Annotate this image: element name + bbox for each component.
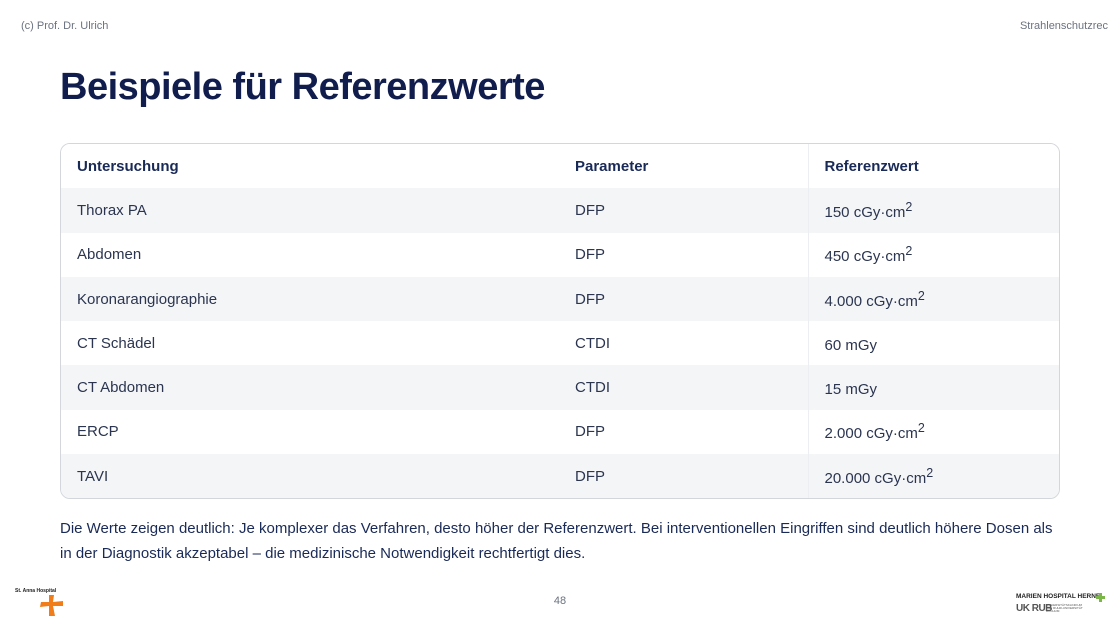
unit-exponent: 2 <box>905 244 913 259</box>
cell-reference: 4.000 cGy·cm2 <box>807 276 1059 322</box>
table-row: Koronarangiographie DFP 4.000 cGy·cm2 <box>61 276 1059 322</box>
table-row: Abdomen DFP 450 cGy·cm2 <box>61 232 1059 277</box>
logo-left-text: St. Anna Hospital <box>15 588 57 594</box>
cell-exam: Thorax PA <box>61 188 559 233</box>
unit-exponent: 2 <box>926 465 934 480</box>
column-header-reference: Referenzwert <box>807 144 1059 189</box>
presenter-credit: (c) Prof. Dr. Ulrich <box>21 20 109 32</box>
cell-parameter: DFP <box>559 232 808 277</box>
reference-value: 150 cGy·cm <box>824 203 906 221</box>
logo-right-title: MARIEN HOSPITAL HERNE <box>1016 593 1101 600</box>
cell-exam: Koronarangiographie <box>61 276 559 322</box>
cell-exam: CT Schädel <box>61 321 559 366</box>
reference-value: 450 cGy·cm <box>824 248 906 266</box>
table-header-row: Untersuchung Parameter Referenzwert <box>61 144 1059 189</box>
table-row: CT Abdomen CTDI 15 mGy <box>61 365 1059 410</box>
unit-exponent: 2 <box>917 421 925 436</box>
cell-parameter: DFP <box>559 276 808 322</box>
cell-exam: Abdomen <box>61 232 559 277</box>
logo-right-ukrub: UK RUB <box>1016 603 1052 614</box>
table-row: Thorax PA DFP 150 cGy·cm2 <box>61 188 1059 233</box>
orange-cross-icon <box>40 595 63 616</box>
reference-value: 4.000 cGy·cm <box>824 292 918 310</box>
reference-value: 2.000 cGy·cm <box>824 425 918 443</box>
cell-exam: TAVI <box>61 454 559 498</box>
table-row: ERCP DFP 2.000 cGy·cm2 <box>61 409 1059 455</box>
cell-parameter: DFP <box>559 188 808 233</box>
cell-reference: 60 mGy <box>807 321 1059 366</box>
logo-right-subtitle: UNIVERSITÄTSKLINIKUM DER RUHR-UNIVERSITÄ… <box>1046 603 1083 613</box>
cell-reference: 450 cGy·cm2 <box>807 232 1059 277</box>
reference-value: 15 mGy <box>824 381 878 399</box>
column-header-parameter: Parameter <box>559 144 808 189</box>
unit-exponent: 2 <box>917 288 925 303</box>
cell-reference: 15 mGy <box>807 365 1059 410</box>
cell-parameter: CTDI <box>559 321 808 366</box>
cell-reference: 20.000 cGy·cm2 <box>807 454 1059 498</box>
page-number: 48 <box>553 595 567 607</box>
summary-note: Die Werte zeigen deutlich: Je komplexer … <box>60 520 1053 562</box>
column-header-exam: Untersuchung <box>61 144 559 189</box>
cell-exam: ERCP <box>61 409 559 455</box>
slide-title: Beispiele für Referenzwerte <box>60 66 545 108</box>
st-anna-hospital-logo: St. Anna Hospital <box>15 588 75 620</box>
reference-value: 60 mGy <box>824 336 878 354</box>
reference-values-table: Untersuchung Parameter Referenzwert Thor… <box>60 143 1060 499</box>
cell-parameter: DFP <box>559 409 808 455</box>
cell-reference: 150 cGy·cm2 <box>807 188 1059 233</box>
cell-exam: CT Abdomen <box>61 365 559 410</box>
table-row: TAVI DFP 20.000 cGy·cm2 <box>61 454 1059 498</box>
course-title: Strahlenschutzrec <box>1019 20 1108 32</box>
unit-exponent: 2 <box>905 199 913 214</box>
cell-reference: 2.000 cGy·cm2 <box>807 409 1059 455</box>
green-cross-icon <box>1096 593 1105 602</box>
cell-parameter: CTDI <box>559 365 808 410</box>
cell-parameter: DFP <box>559 454 808 498</box>
marien-hospital-logo: MARIEN HOSPITAL HERNE UK RUB UNIVERSITÄT… <box>1014 593 1105 615</box>
table-row: CT Schädel CTDI 60 mGy <box>61 321 1059 366</box>
reference-value: 20.000 cGy·cm <box>824 469 927 487</box>
